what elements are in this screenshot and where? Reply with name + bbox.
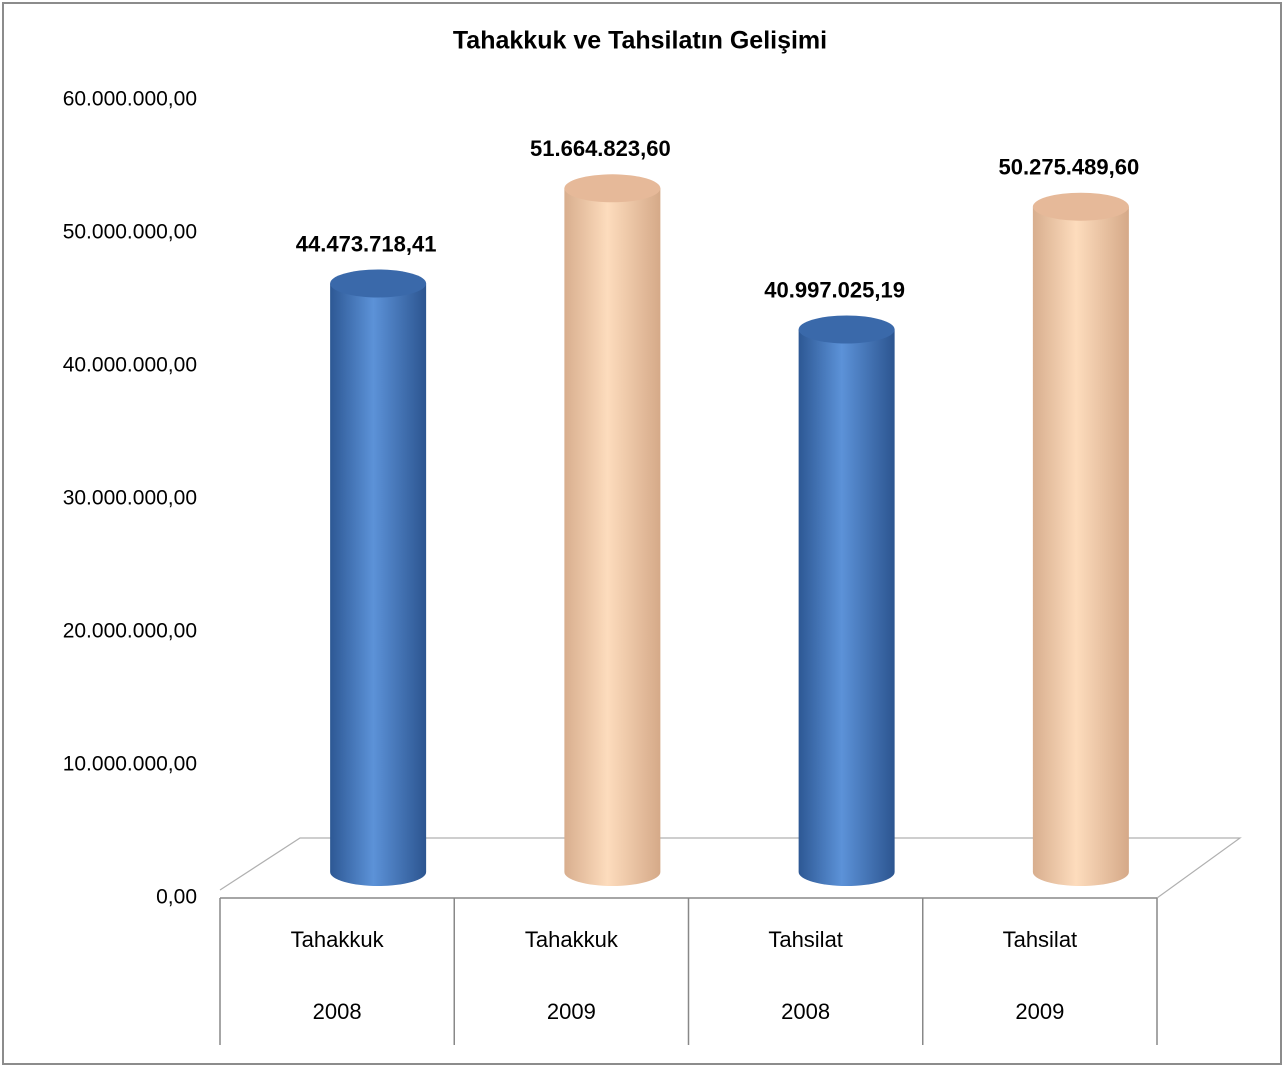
- x-tick-label: Tahakkuk: [525, 927, 619, 952]
- x-tick-sublabel: 2008: [313, 999, 362, 1024]
- bar-body: [798, 329, 895, 887]
- x-tick-label: Tahsilat: [768, 927, 843, 952]
- data-label: 44.473.718,41: [296, 231, 437, 256]
- x-tick-sublabel: 2009: [1015, 999, 1064, 1024]
- y-tick-label: 20.000.000,00: [63, 620, 197, 643]
- y-tick-label: 10.000.000,00: [63, 753, 197, 776]
- bar: [1032, 192, 1129, 887]
- bar-top: [1032, 192, 1129, 221]
- bar: [564, 174, 661, 887]
- bar-body: [564, 188, 661, 887]
- y-tick-label: 50.000.000,00: [63, 221, 197, 244]
- y-tick-label: 60.000.000,00: [63, 88, 197, 111]
- x-tick-sublabel: 2008: [781, 999, 830, 1024]
- y-tick-label: 0,00: [156, 886, 197, 909]
- x-tick-label: Tahakkuk: [291, 927, 385, 952]
- y-tick-label: 30.000.000,00: [63, 487, 197, 510]
- bar-body: [1032, 206, 1129, 887]
- bar-top: [564, 174, 661, 203]
- bar-top: [330, 269, 427, 298]
- data-label: 51.664.823,60: [530, 136, 671, 161]
- floor-outline: [219, 837, 1242, 899]
- bar-body: [330, 283, 427, 887]
- x-tick-label: Tahsilat: [1003, 927, 1078, 952]
- y-tick-label: 40.000.000,00: [63, 354, 197, 377]
- bar: [798, 315, 895, 887]
- bar: [330, 269, 427, 887]
- bar-top: [798, 315, 895, 344]
- x-tick-sublabel: 2009: [547, 999, 596, 1024]
- data-label: 40.997.025,19: [764, 277, 905, 302]
- chart-title: Tahakkuk ve Tahsilatın Gelişimi: [453, 27, 827, 55]
- data-label: 50.275.489,60: [999, 155, 1140, 180]
